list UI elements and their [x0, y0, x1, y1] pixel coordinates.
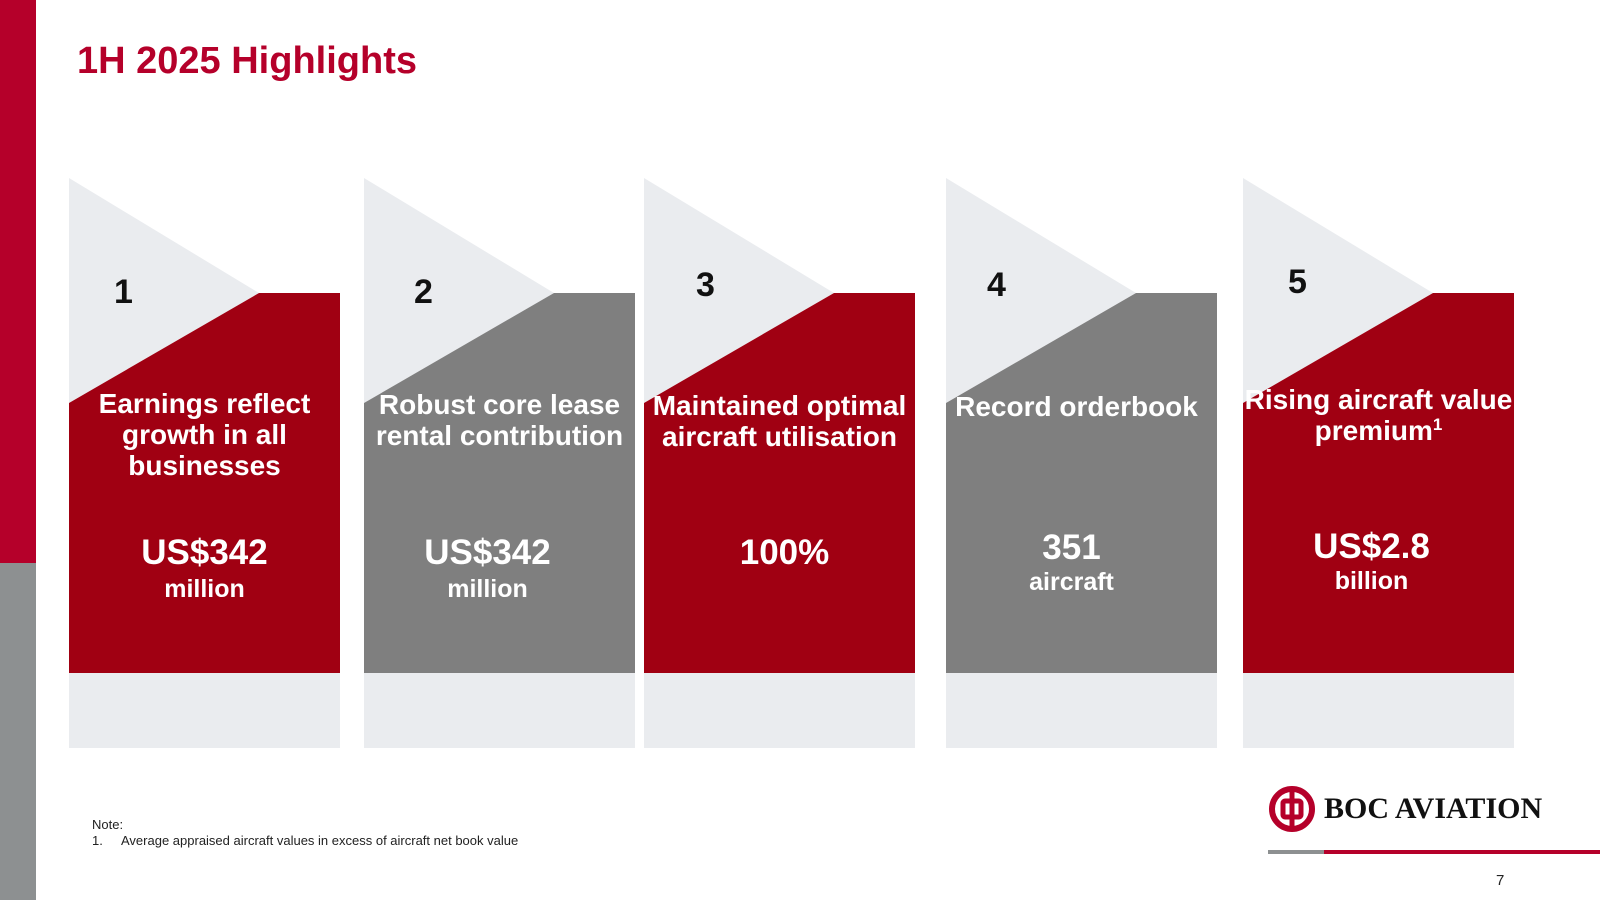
card-value: 351 — [1042, 528, 1101, 567]
card-shape — [946, 178, 1217, 748]
slide-title: 1H 2025 Highlights — [77, 40, 417, 82]
bank-of-china-logo-icon — [1269, 786, 1315, 832]
card-value: US$2.8 — [1313, 527, 1430, 566]
logo-text: BOC AVIATION — [1324, 792, 1543, 825]
card-unit: million — [164, 575, 245, 603]
card-number: 1 — [114, 273, 133, 311]
card-number: 5 — [1288, 263, 1307, 301]
boc-aviation-logo: BOC AVIATION — [1268, 785, 1548, 835]
side-accent-red — [0, 0, 36, 563]
page-number: 7 — [1496, 872, 1505, 889]
side-accent-grey — [0, 563, 36, 900]
highlight-card-1: 1 Earnings reflect growth in all busines… — [69, 178, 340, 748]
highlight-card-5: 5 Rising aircraft value premium1 US$2.8 … — [1243, 178, 1514, 748]
highlight-card-4: 4 Record orderbook 351 aircraft — [946, 178, 1217, 748]
card-value: 100% — [739, 533, 830, 572]
highlight-card-2: 2 Robust core lease rental contribution … — [364, 178, 635, 748]
highlight-card-3: 3 Maintained optimal aircraft utilisatio… — [644, 178, 915, 748]
card-value: US$342 — [141, 533, 268, 572]
card-heading: Rising aircraft value premium1 — [1244, 384, 1513, 446]
footnote-text: Average appraised aircraft values in exc… — [121, 833, 519, 848]
card-heading: Earnings reflect growth in all businesse… — [98, 388, 311, 481]
card-unit: million — [447, 575, 528, 603]
card-number: 2 — [414, 273, 433, 311]
card-heading: Robust core lease rental contribution — [375, 389, 624, 451]
card-unit: aircraft — [1029, 568, 1114, 596]
card-shape — [644, 178, 915, 748]
side-accent-bar — [0, 0, 36, 900]
card-heading: Record orderbook — [955, 391, 1198, 422]
card-shape — [69, 178, 340, 748]
card-number: 3 — [696, 266, 715, 304]
footnote-marker: 1 — [1432, 415, 1443, 434]
card-unit: billion — [1334, 567, 1409, 595]
card-number: 4 — [987, 266, 1006, 304]
footnote-label: Note: — [92, 817, 124, 832]
footnote-item: 1. Average appraised aircraft values in … — [92, 833, 518, 849]
footer-rule-grey — [1268, 850, 1324, 854]
card-shape — [1243, 178, 1514, 748]
footnote: Note: 1. Average appraised aircraft valu… — [92, 817, 518, 849]
footnote-index: 1. — [92, 833, 103, 848]
card-value: US$342 — [424, 533, 551, 572]
card-heading: Maintained optimal aircraft utilisation — [652, 390, 907, 452]
card-shape — [364, 178, 635, 748]
footer-rule-red — [1324, 850, 1600, 854]
